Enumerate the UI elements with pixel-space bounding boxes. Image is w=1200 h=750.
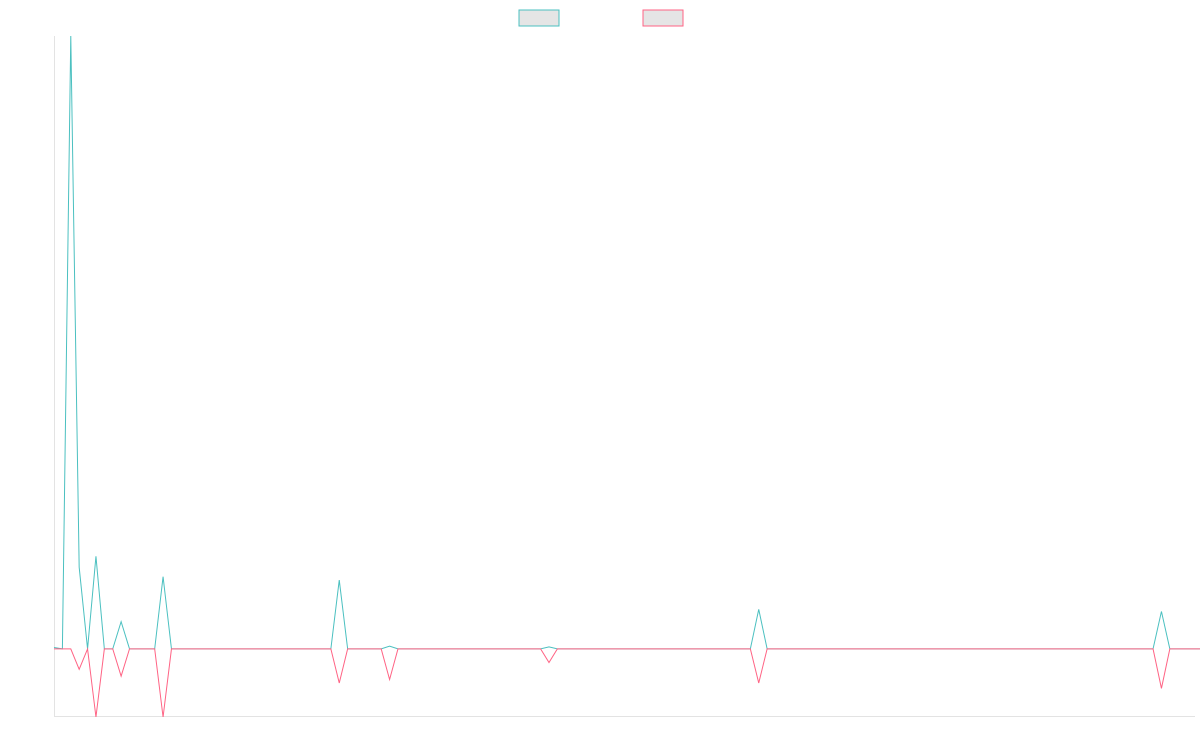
chart-legend[interactable]	[518, 9, 684, 27]
legend-swatch-1[interactable]	[518, 9, 560, 27]
series-line-2	[54, 646, 1200, 718]
series-line-1	[53, 35, 1200, 650]
legend-swatch-2[interactable]	[642, 9, 684, 27]
series-layer	[53, 35, 1200, 718]
